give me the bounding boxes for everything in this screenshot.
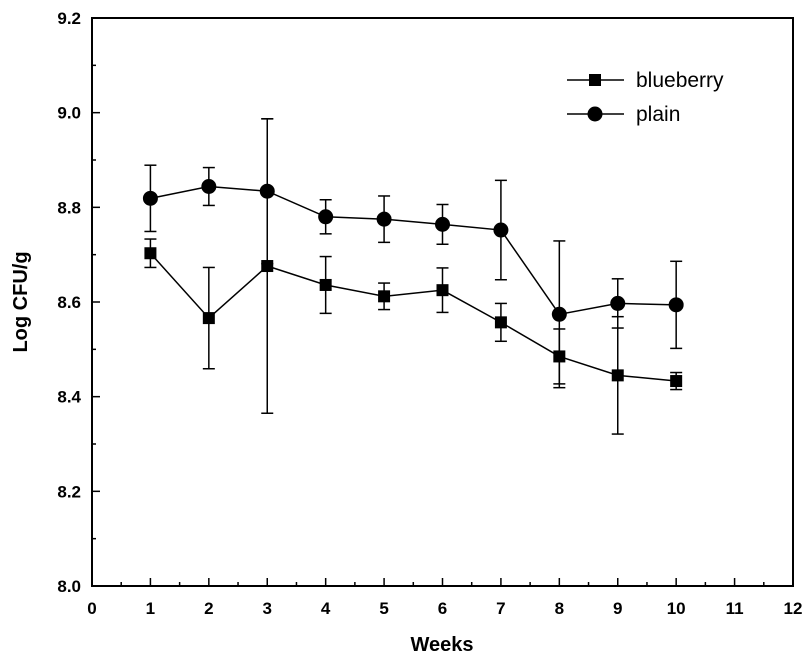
y-axis-title: Log CFU/g — [10, 251, 32, 352]
data-point-plain — [376, 211, 392, 227]
data-point-blueberry — [144, 247, 157, 260]
data-point-blueberry — [494, 316, 507, 329]
x-tick-label: 2 — [204, 599, 213, 618]
series-blueberry — [144, 118, 683, 435]
series-plain — [142, 118, 684, 389]
x-tick-label: 8 — [555, 599, 564, 618]
data-point-plain — [493, 222, 509, 238]
x-tick-label: 3 — [263, 599, 272, 618]
x-tick-label: 10 — [667, 599, 686, 618]
data-point-blueberry — [378, 290, 391, 303]
data-point-plain — [259, 183, 275, 199]
data-point-plain — [318, 209, 334, 225]
y-tick-label: 8.8 — [57, 198, 81, 217]
y-tick-label: 8.2 — [57, 482, 81, 501]
y-tick-label: 8.6 — [57, 293, 81, 312]
data-point-plain — [551, 306, 567, 322]
data-point-blueberry — [670, 375, 683, 388]
series-line-blueberry — [149, 252, 677, 382]
series-layer — [142, 118, 684, 435]
legend-marker-blueberry — [589, 74, 601, 86]
data-point-plain — [435, 216, 450, 232]
data-point-blueberry — [611, 369, 624, 382]
y-tick-label: 8.0 — [57, 577, 81, 596]
x-tick-label: 7 — [496, 599, 505, 618]
data-point-plain — [668, 297, 684, 313]
data-point-plain — [142, 190, 158, 206]
x-axis-title: Weeks — [410, 634, 473, 656]
x-tick-label: 6 — [438, 599, 447, 618]
y-tick-label: 9.2 — [57, 9, 81, 28]
x-tick-label: 1 — [146, 599, 155, 618]
legend-label: plain — [636, 103, 680, 126]
y-tick-label: 8.4 — [57, 388, 81, 407]
legend-item-plain: plain — [567, 103, 680, 126]
data-point-plain — [610, 295, 626, 311]
data-point-blueberry — [319, 278, 332, 291]
ticks-layer: 0 1 2 3 4 5 6 7 8 9 10 11 128.08.28.48.68.89.09.2 — [57, 9, 802, 618]
x-tick-label: 9 — [613, 599, 622, 618]
x-tick-label: 0 — [87, 599, 96, 618]
x-tick-label: 5 — [379, 599, 388, 618]
y-tick-label: 9.0 — [57, 104, 81, 123]
data-point-plain — [201, 179, 217, 195]
x-tick-label: 12 — [784, 599, 803, 618]
legend: blueberry plain — [567, 69, 724, 126]
legend-item-blueberry: blueberry — [567, 69, 724, 92]
data-point-blueberry — [436, 284, 449, 297]
series-line-plain — [150, 185, 677, 316]
x-tick-label: 11 — [726, 599, 744, 618]
legend-marker-plain — [587, 106, 603, 122]
data-point-blueberry — [202, 312, 215, 325]
legend-label: blueberry — [636, 69, 724, 92]
x-tick-label: 4 — [321, 599, 331, 618]
